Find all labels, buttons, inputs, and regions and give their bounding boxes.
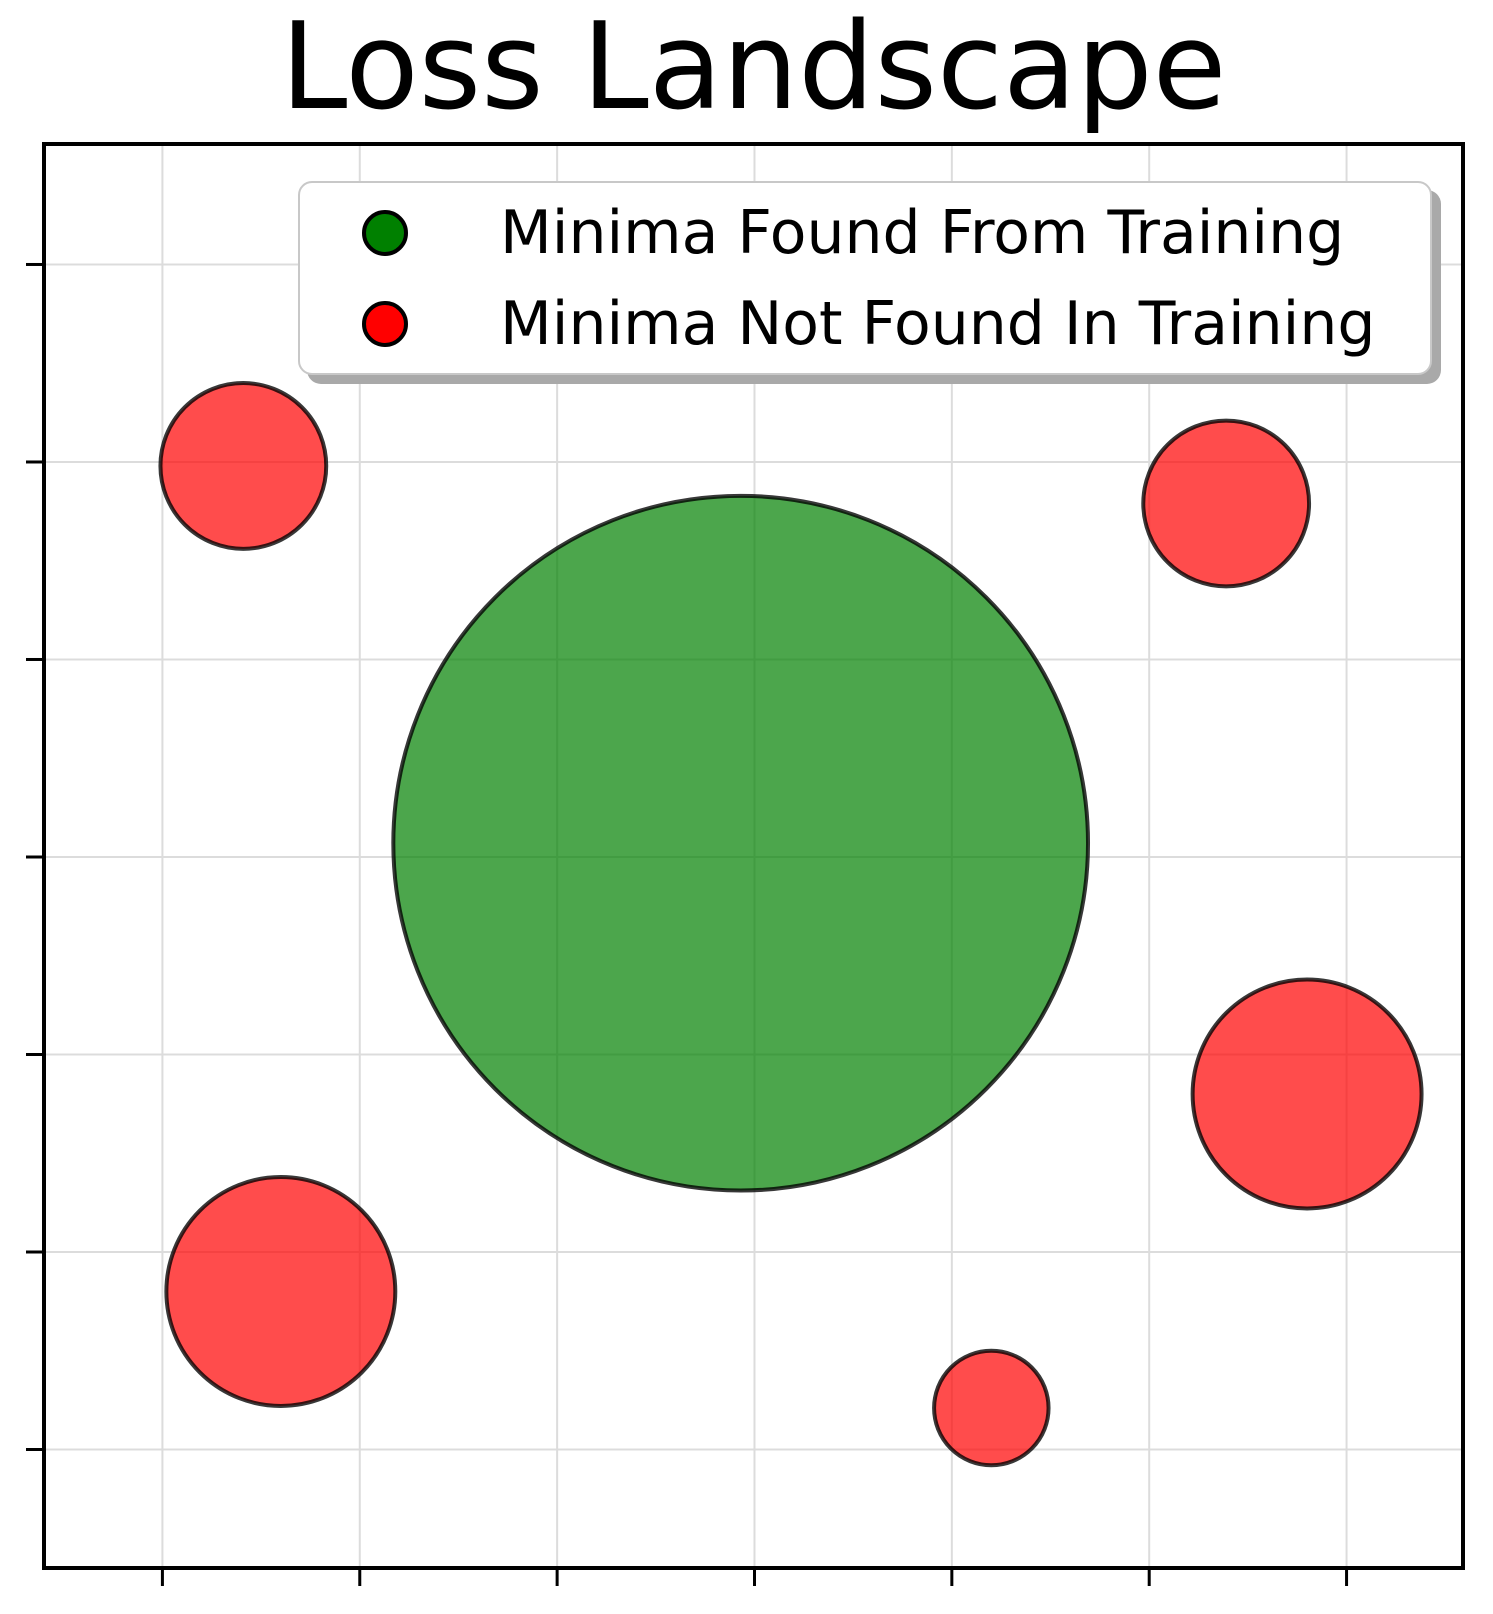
scatter-point-minima-not-found	[1141, 418, 1312, 589]
scatter-point-minima-not-found	[932, 1348, 1051, 1468]
legend-entry-minima-found: Minima Found From Training	[300, 190, 1430, 276]
scatter-point-minima-not-found	[1190, 977, 1424, 1211]
legend-marker-minima-found-icon	[362, 209, 408, 256]
scatter-point-minima-not-found	[158, 381, 329, 551]
chart-title: Loss Landscape	[280, 0, 1227, 137]
legend-label-minima-found: Minima Found From Training	[500, 197, 1345, 268]
plot-border	[42, 142, 1465, 1570]
legend: Minima Found From Training Minima Not Fo…	[298, 181, 1432, 375]
scatter-point-minima-not-found	[164, 1175, 398, 1408]
legend-entry-minima-not-found: Minima Not Found In Training	[300, 281, 1430, 367]
legend-marker-minima-not-found-icon	[362, 300, 408, 347]
scatter-point-minima-found	[391, 493, 1091, 1193]
legend-label-minima-not-found: Minima Not Found In Training	[500, 288, 1376, 359]
